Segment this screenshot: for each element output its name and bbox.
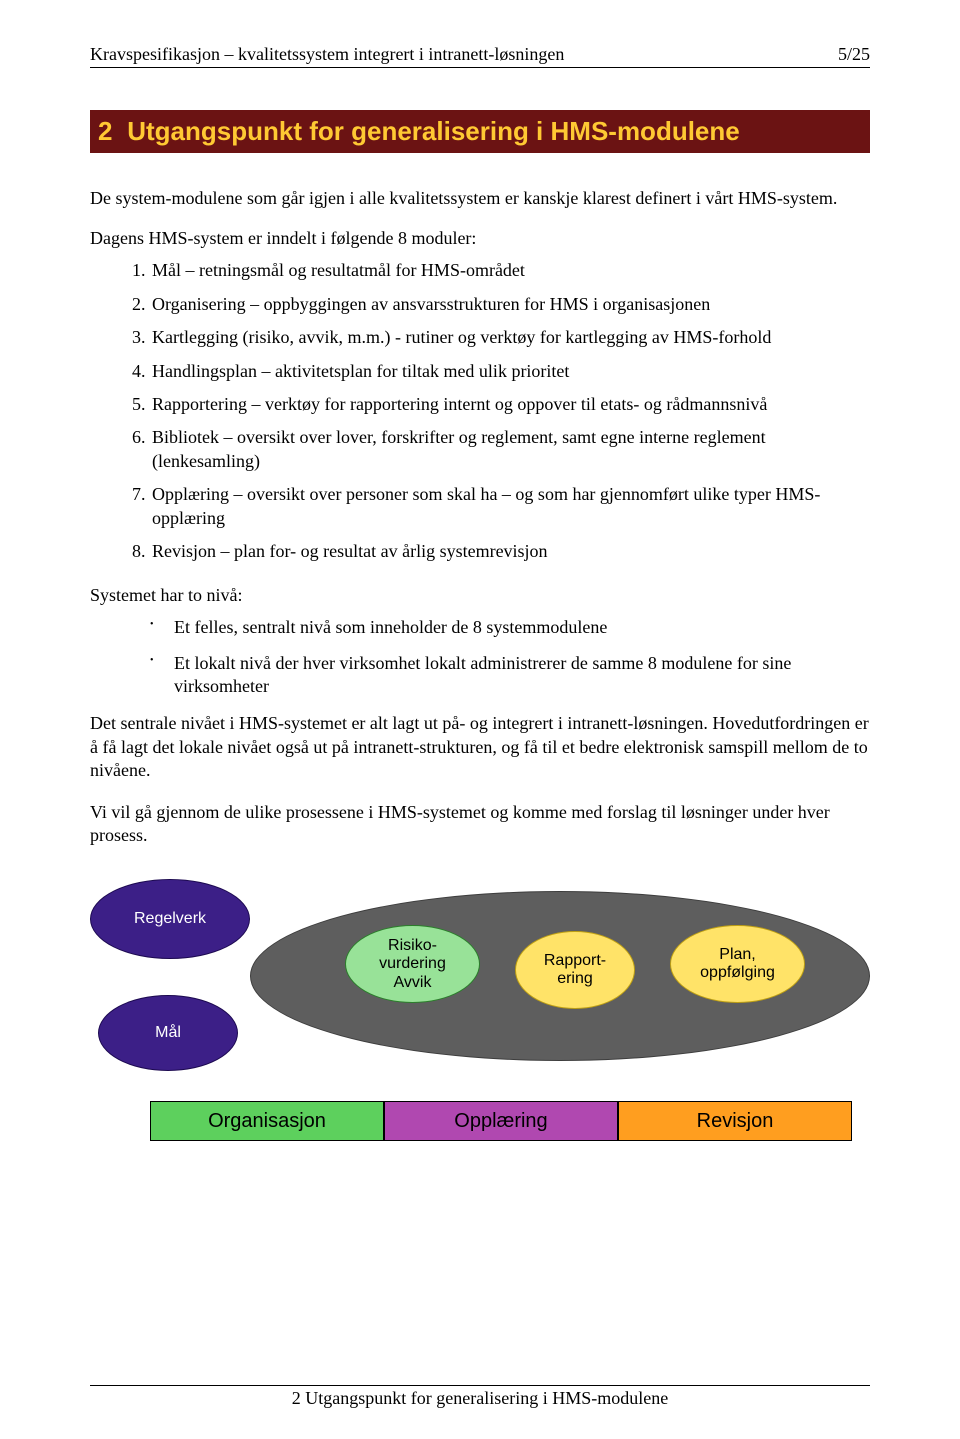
- diagram-node-plan: Plan, oppfølging: [670, 925, 805, 1003]
- diagram-label: Revisjon: [697, 1110, 774, 1133]
- diagram-label: Opplæring: [454, 1110, 547, 1133]
- levels-intro: Systemet har to nivå:: [90, 585, 870, 606]
- list-item: Bibliotek – oversikt over lover, forskri…: [150, 426, 870, 473]
- diagram-node-risiko: Risiko- vurdering Avvik: [345, 925, 480, 1003]
- diagram-box-organisasjon: Organisasjon: [150, 1101, 384, 1141]
- header-title: Kravspesifikasjon – kvalitetssystem inte…: [90, 44, 564, 65]
- list-item: Mål – retningsmål og resultatmål for HMS…: [150, 259, 870, 282]
- diagram-label: Regelverk: [134, 910, 206, 928]
- list-item: Et lokalt nivå der hver virksomhet lokal…: [150, 652, 870, 699]
- diagram-label: Rapport- ering: [544, 952, 606, 989]
- diagram-node-rapportering: Rapport- ering: [515, 931, 635, 1009]
- section-heading: 2 Utgangspunkt for generalisering i HMS-…: [90, 110, 870, 153]
- diagram-label: Plan, oppfølging: [700, 946, 775, 983]
- list-item: Handlingsplan – aktivitetsplan for tilta…: [150, 360, 870, 383]
- diagram-label: Risiko- vurdering Avvik: [379, 937, 446, 992]
- levels-list: Et felles, sentralt nivå som inneholder …: [150, 616, 870, 698]
- diagram-label: Mål: [155, 1024, 181, 1042]
- list-item: Organisering – oppbyggingen av ansvarsst…: [150, 293, 870, 316]
- intro-paragraph-2: Dagens HMS-system er inndelt i følgende …: [90, 228, 870, 249]
- modules-list: Mål – retningsmål og resultatmål for HMS…: [150, 259, 870, 563]
- diagram-box-opplaering: Opplæring: [384, 1101, 618, 1141]
- diagram-node-regelverk: Regelverk: [90, 879, 250, 959]
- list-item: Opplæring – oversikt over personer som s…: [150, 483, 870, 530]
- diagram-node-maal: Mål: [98, 995, 238, 1071]
- list-item: Revisjon – plan for- og resultat av årli…: [150, 540, 870, 563]
- list-item: Rapportering – verktøy for rapportering …: [150, 393, 870, 416]
- body-paragraph-1: Det sentrale nivået i HMS-systemet er al…: [90, 712, 870, 782]
- footer-text: 2 Utgangspunkt for generalisering i HMS-…: [292, 1388, 668, 1408]
- list-item: Kartlegging (risiko, avvik, m.m.) - ruti…: [150, 326, 870, 349]
- section-number: 2: [98, 116, 120, 147]
- intro-paragraph-1: De system-modulene som går igjen i alle …: [90, 187, 870, 210]
- diagram-box-revisjon: Revisjon: [618, 1101, 852, 1141]
- page-header: Kravspesifikasjon – kvalitetssystem inte…: [90, 44, 870, 68]
- diagram-label: Organisasjon: [208, 1110, 326, 1133]
- header-page-number: 5/25: [838, 44, 870, 65]
- diagram: Regelverk Mål Risiko- vurdering Avvik Ra…: [90, 875, 870, 1165]
- body-paragraph-2: Vi vil gå gjennom de ulike prosessene i …: [90, 801, 870, 848]
- section-title: Utgangspunkt for generalisering i HMS-mo…: [127, 116, 740, 146]
- list-item: Et felles, sentralt nivå som inneholder …: [150, 616, 870, 639]
- diagram-bottom-row: Organisasjon Opplæring Revisjon: [150, 1101, 852, 1141]
- page-footer: 2 Utgangspunkt for generalisering i HMS-…: [90, 1385, 870, 1409]
